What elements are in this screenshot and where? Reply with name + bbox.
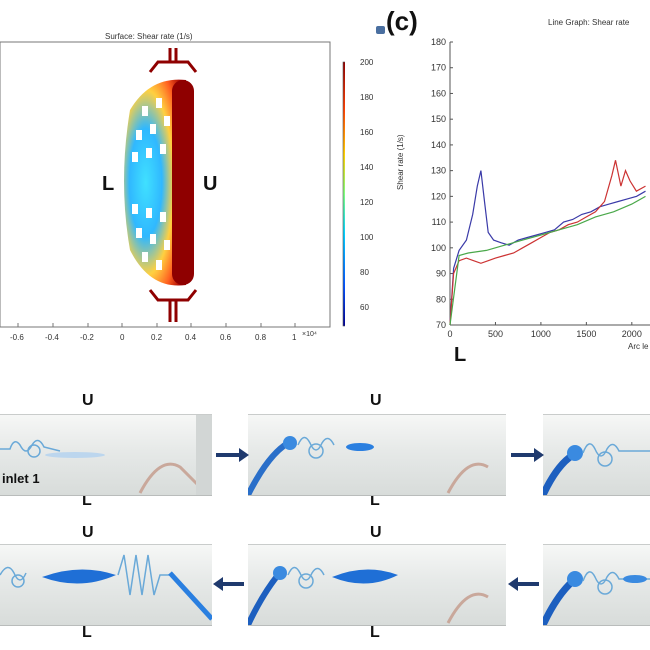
flow-arrow-left <box>508 577 539 591</box>
pillars <box>132 98 170 270</box>
y-tick-label: 170 <box>431 63 446 73</box>
y-tick-label: 100 <box>431 243 446 253</box>
x-tick-label: 1500 <box>576 329 596 339</box>
photo-step-2 <box>248 414 506 496</box>
photo-top-label-u: U <box>82 392 94 409</box>
y-tick-label: 160 <box>431 88 446 98</box>
x-exponent: ×10⁴ <box>302 331 317 338</box>
surface-plot <box>0 41 345 328</box>
x-tick: 1 <box>292 333 297 342</box>
photo-bottom-label-u: U <box>370 524 382 541</box>
y-tick-label: 120 <box>431 191 446 201</box>
colorbar-tick: 160 <box>360 128 374 137</box>
flow-arrow-right <box>511 448 544 462</box>
surface-plot-title: Surface: Shear rate (1/s) <box>105 32 193 41</box>
photo-bottom-label-u: U <box>82 524 94 541</box>
inlet-tube <box>168 300 178 322</box>
line-graph-ylabel: Shear rate (1/s) <box>396 134 405 190</box>
line-graph-corner-label: L <box>454 344 467 366</box>
outlet-tube <box>168 48 178 62</box>
colorbar-tick: 80 <box>360 268 369 277</box>
photo-step-4 <box>543 544 650 626</box>
y-tick-label: 140 <box>431 140 446 150</box>
surface-left-label: L <box>102 173 115 195</box>
y-tick-label: 70 <box>436 320 446 330</box>
line-chart: 70 80 90 100 110 120 130 140 150 160 170 180 0 500 100… <box>431 37 650 339</box>
flow-arrow-left <box>213 577 244 591</box>
flow-arrow-right <box>216 448 249 462</box>
x-tick: 0.8 <box>255 333 267 342</box>
series-line-1 <box>449 170 646 326</box>
panel-label-c: (c) <box>386 6 418 36</box>
photo-step-1 <box>0 414 212 496</box>
x-tick-label: 500 <box>488 329 503 339</box>
colorbar-tick: 200 <box>360 58 374 67</box>
surface-right-label: U <box>203 173 218 195</box>
x-tick: -0.6 <box>10 333 24 342</box>
colorbar-tick: 180 <box>360 93 374 102</box>
panel-marker-icon <box>376 26 385 34</box>
x-tick: 0.2 <box>151 333 163 342</box>
photo-step-6 <box>0 544 212 626</box>
series-line-2 <box>449 160 646 326</box>
line-graph-title: Line Graph: Shear rate <box>548 18 630 27</box>
colorbar-tick: 120 <box>360 198 374 207</box>
photo-top-label-u: U <box>370 392 382 409</box>
y-tick-label: 110 <box>432 217 446 227</box>
photo-top-label-l: L <box>82 492 92 509</box>
x-tick: 0 <box>120 333 125 342</box>
return-channel <box>172 80 194 285</box>
y-tick-label: 80 <box>436 294 446 304</box>
photo-bottom-label-l: L <box>370 624 380 641</box>
line-graph-xlabel: Arc le <box>628 342 649 351</box>
y-tick-label: 150 <box>431 114 446 124</box>
y-tick-label: 180 <box>431 37 446 47</box>
colorbar-tick: 60 <box>360 303 369 312</box>
x-tick-label: 0 <box>447 329 452 339</box>
y-tick-label: 90 <box>436 269 446 279</box>
photo-top-label-l: L <box>370 492 380 509</box>
x-tick: 0.6 <box>220 333 232 342</box>
y-tick-label: 130 <box>431 166 446 176</box>
inlet-label: inlet 1 <box>2 471 40 486</box>
x-tick: -0.4 <box>45 333 59 342</box>
x-tick-label: 2000 <box>622 329 642 339</box>
colorbar-tick: 100 <box>360 233 374 242</box>
photo-bottom-label-l: L <box>82 624 92 641</box>
x-tick: 0.4 <box>185 333 197 342</box>
x-tick-label: 1000 <box>531 329 551 339</box>
x-tick: -0.2 <box>80 333 94 342</box>
colorbar-tick: 140 <box>360 163 374 172</box>
photo-step-5 <box>248 544 506 626</box>
photo-step-3 <box>543 414 650 496</box>
colorbar <box>342 61 345 327</box>
series-line-3 <box>449 195 646 326</box>
